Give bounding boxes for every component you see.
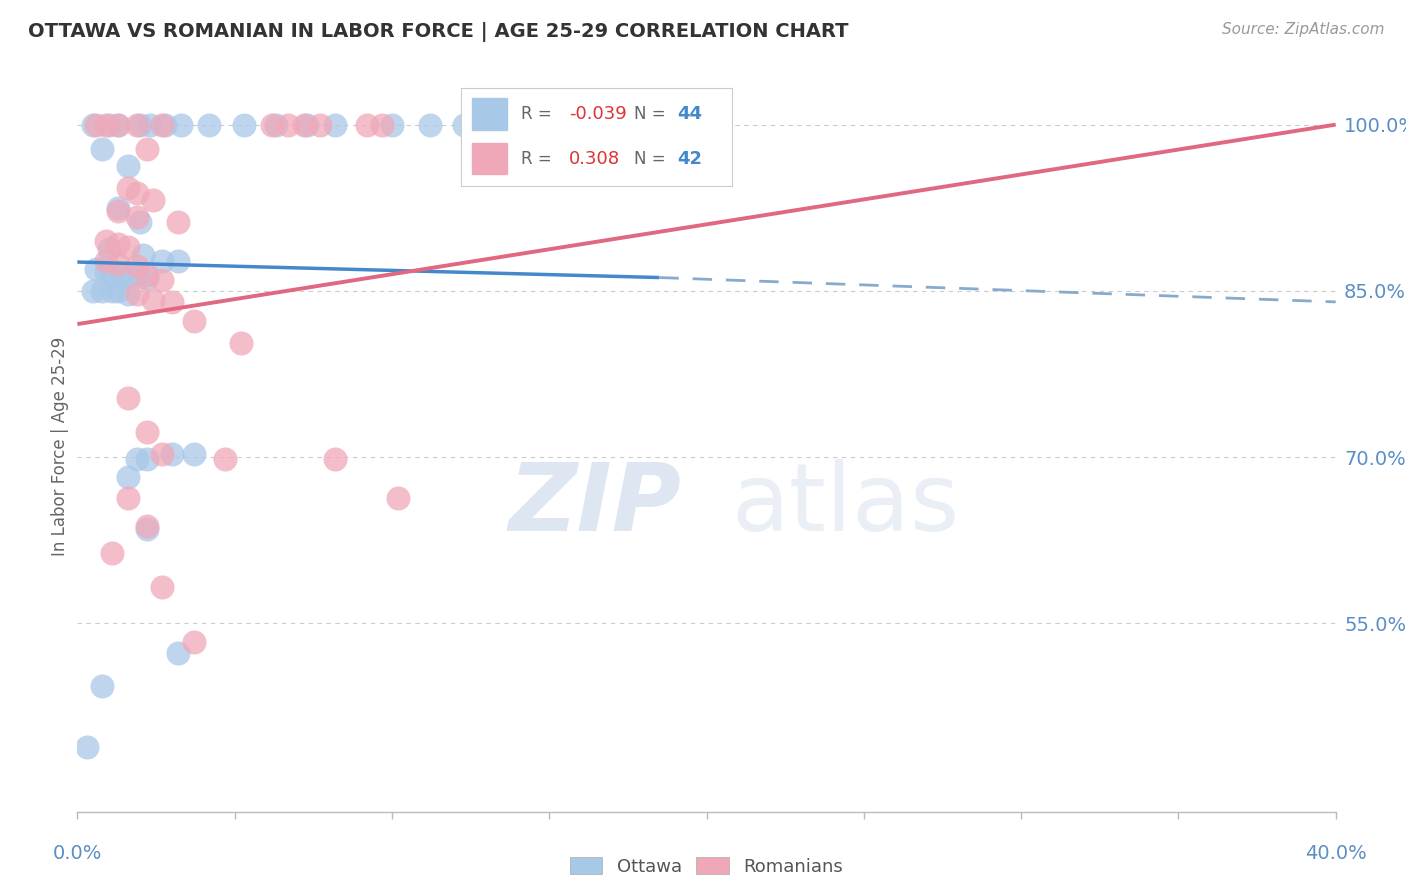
Point <box>107 201 129 215</box>
Text: OTTAWA VS ROMANIAN IN LABOR FORCE | AGE 25-29 CORRELATION CHART: OTTAWA VS ROMANIAN IN LABOR FORCE | AGE … <box>28 22 849 42</box>
Point <box>117 268 139 283</box>
Point <box>132 248 155 262</box>
Point <box>76 740 98 755</box>
Point <box>198 118 221 132</box>
Point <box>107 204 129 219</box>
Point <box>94 265 117 279</box>
Point <box>150 118 173 132</box>
Point <box>117 392 139 406</box>
Point <box>229 335 252 350</box>
Text: 0.0%: 0.0% <box>52 844 103 863</box>
Point <box>94 234 117 248</box>
Point <box>292 118 315 132</box>
Point <box>453 118 475 132</box>
Point <box>127 268 149 283</box>
Point <box>167 254 190 268</box>
Point <box>323 118 346 132</box>
Point <box>117 239 139 253</box>
Point <box>101 284 124 298</box>
Point <box>419 118 441 132</box>
Point <box>135 268 157 283</box>
Point <box>107 118 129 132</box>
Point <box>117 287 139 301</box>
Point <box>142 193 165 207</box>
Point <box>110 268 132 283</box>
Point <box>138 118 160 132</box>
Point <box>127 118 149 132</box>
Point <box>262 118 284 132</box>
Text: ZIP: ZIP <box>509 458 682 550</box>
Point <box>94 254 117 268</box>
Point <box>117 181 139 195</box>
Point <box>387 491 409 505</box>
Point <box>135 142 157 156</box>
Point <box>135 270 157 285</box>
Point <box>150 273 173 287</box>
Legend: Ottawa, Romanians: Ottawa, Romanians <box>562 850 851 883</box>
Point <box>127 210 149 224</box>
Point <box>214 452 236 467</box>
Point <box>295 118 318 132</box>
Point <box>117 491 139 505</box>
Point <box>150 580 173 594</box>
Point <box>127 260 149 274</box>
Point <box>127 452 149 467</box>
Text: atlas: atlas <box>731 458 960 550</box>
Point <box>170 118 193 132</box>
Point <box>94 118 117 132</box>
Point <box>167 215 190 229</box>
Point <box>107 284 129 298</box>
Point <box>135 425 157 439</box>
Point <box>101 547 124 561</box>
Point <box>183 447 205 461</box>
Point <box>135 518 157 533</box>
Point <box>233 118 256 132</box>
Point <box>127 186 149 201</box>
Point <box>107 237 129 252</box>
Text: Source: ZipAtlas.com: Source: ZipAtlas.com <box>1222 22 1385 37</box>
Point <box>135 452 157 467</box>
Point <box>91 284 114 298</box>
Point <box>82 284 104 298</box>
Point <box>82 118 104 132</box>
Point <box>91 142 114 156</box>
Point <box>277 118 299 132</box>
Point <box>323 452 346 467</box>
Point <box>127 287 149 301</box>
Point <box>101 268 124 283</box>
Point <box>84 118 107 132</box>
Text: 40.0%: 40.0% <box>1305 844 1367 863</box>
Point <box>129 215 152 229</box>
Point <box>135 522 157 536</box>
Point <box>84 261 107 276</box>
Point <box>371 118 394 132</box>
Point <box>183 635 205 649</box>
Point <box>356 118 378 132</box>
Point <box>97 118 120 132</box>
Point <box>117 159 139 173</box>
Point <box>167 646 190 660</box>
Point <box>150 254 173 268</box>
Point <box>155 118 177 132</box>
Point <box>381 118 404 132</box>
Point <box>97 242 120 256</box>
Point <box>160 447 183 461</box>
Point <box>308 118 330 132</box>
Point <box>142 293 165 307</box>
Y-axis label: In Labor Force | Age 25-29: In Labor Force | Age 25-29 <box>51 336 69 556</box>
Point <box>107 118 129 132</box>
Point <box>117 470 139 484</box>
Point <box>129 118 152 132</box>
Point <box>107 257 129 271</box>
Point <box>264 118 287 132</box>
Point <box>183 314 205 328</box>
Point <box>91 680 114 694</box>
Point <box>150 447 173 461</box>
Point <box>160 294 183 309</box>
